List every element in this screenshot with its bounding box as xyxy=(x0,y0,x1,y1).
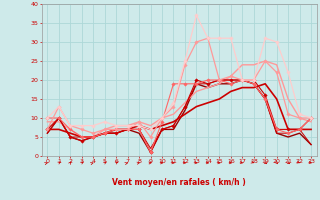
X-axis label: Vent moyen/en rafales ( km/h ): Vent moyen/en rafales ( km/h ) xyxy=(112,178,246,187)
